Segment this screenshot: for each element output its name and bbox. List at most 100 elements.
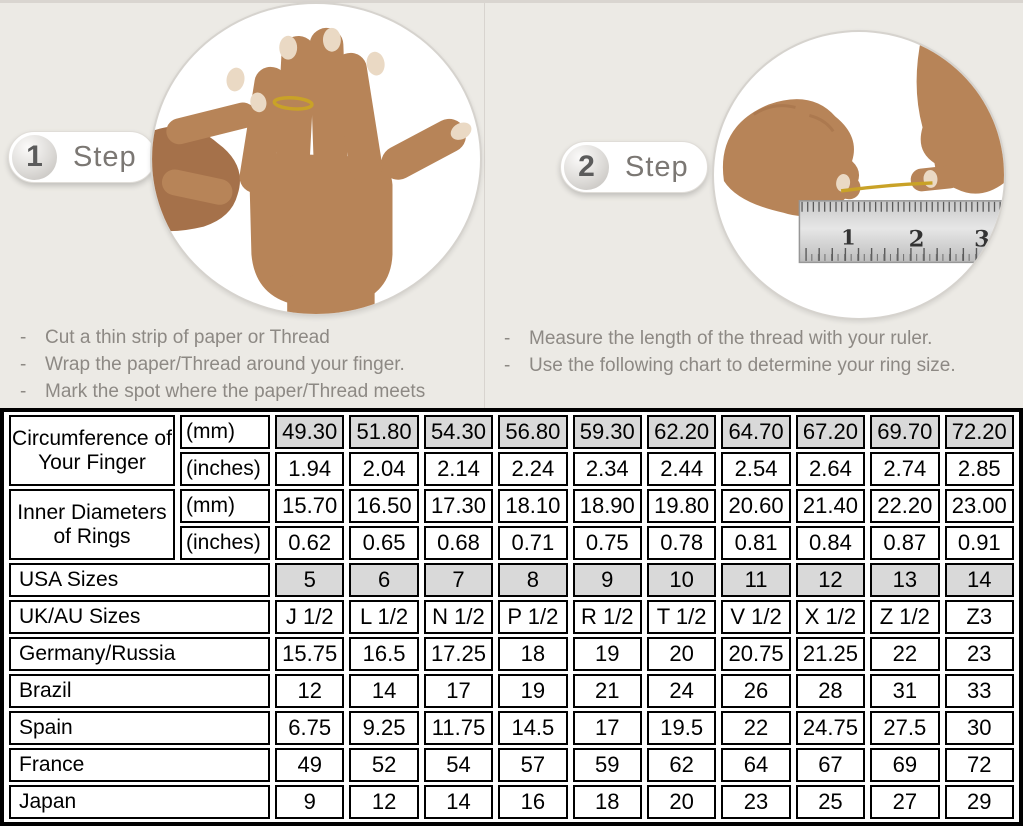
instruction-text: Use the following chart to determine you… [529, 355, 956, 376]
instruction-line: - Wrap the paper/Thread around your fing… [20, 351, 425, 378]
value-cell: 24.75 [795, 711, 866, 745]
value-cell: 20.75 [721, 637, 791, 671]
instruction-text: Mark the spot where the paper/Thread mee… [45, 381, 426, 402]
value-cell: 54.30 [423, 415, 494, 449]
value-cell: 20 [646, 785, 717, 819]
value-cell: 10 [646, 563, 717, 597]
value-cell: 16.50 [349, 489, 419, 523]
table-row: Spain 6.75 9.25 11.75 14.5 17 19.5 22 24.75 27.5 3… [9, 711, 1014, 745]
step-1-instructions: - Cut a thin strip of paper or Thread - … [20, 324, 425, 405]
ring-size-table: Circumference of Your Finger (mm) 49.30 51.… [4, 412, 1019, 822]
step-2-badge: 2 Step [560, 141, 708, 193]
dash-bullet: - [20, 354, 27, 375]
value-cell: 17.25 [423, 637, 494, 671]
gold-ring [272, 96, 314, 111]
value-cell: 64.70 [721, 415, 791, 449]
value-cell: 19.80 [646, 489, 717, 523]
value-cell: 20 [646, 637, 717, 671]
ruler-measure-illustration: 1 2 3 [722, 32, 1004, 264]
value-cell: 21 [572, 674, 642, 708]
value-cell: 15.75 [275, 637, 345, 671]
dash-bullet: - [504, 355, 511, 376]
value-cell: 12 [275, 674, 345, 708]
value-cell: 21.25 [795, 637, 866, 671]
value-cell: 0.87 [870, 526, 940, 560]
value-cell: 0.71 [498, 526, 568, 560]
value-cell: 14.5 [498, 711, 568, 745]
value-cell: X 1/2 [795, 600, 866, 634]
value-cell: 2.74 [870, 452, 940, 486]
value-cell: J 1/2 [275, 600, 345, 634]
value-cell: V 1/2 [721, 600, 791, 634]
table-row: France 49 52 54 57 59 62 64 67 69 72 [9, 748, 1014, 782]
table-row: (inches) 1.94 2.04 2.14 2.24 2.34 2.44 2.54 2.64… [9, 452, 1014, 486]
value-cell: 33 [944, 674, 1014, 708]
value-cell: 2.04 [349, 452, 419, 486]
value-cell: 0.84 [795, 526, 866, 560]
ring-size-chart: Circumference of Your Finger (mm) 49.30 51.… [0, 408, 1023, 826]
value-cell: 0.65 [349, 526, 419, 560]
row-group-label: Inner Diameters of Rings [9, 489, 175, 560]
ring-size-table-body: Circumference of Your Finger (mm) 49.30 51.… [9, 415, 1014, 819]
table-row: Germany/Russia 15.75 16.5 17.25 18 19 20 20.75 2… [9, 637, 1014, 671]
value-cell: 11 [721, 563, 791, 597]
table-row: Circumference of Your Finger (mm) 49.30 51.… [9, 415, 1014, 486]
value-cell: 49 [275, 748, 345, 782]
dash-bullet: - [20, 381, 27, 402]
value-cell: 19 [498, 674, 568, 708]
step-2-number: 2 [564, 144, 609, 190]
step-1-number: 1 [12, 134, 57, 180]
top-border-strip [0, 0, 1023, 3]
value-cell: 27.5 [870, 711, 940, 745]
value-cell: 23 [944, 637, 1014, 671]
value-cell: 62 [646, 748, 717, 782]
value-cell: 49.30 [275, 415, 345, 449]
value-cell: 27 [870, 785, 940, 819]
instruction-line: - Mark the spot where the paper/Thread m… [20, 378, 425, 405]
value-cell: 18.90 [572, 489, 642, 523]
value-cell: 54 [423, 748, 494, 782]
value-cell: 17.30 [423, 489, 494, 523]
table-row: (inches) 0.62 0.65 0.68 0.71 0.75 0.78 0.81 0.84… [9, 526, 1014, 560]
dash-bullet: - [504, 328, 511, 349]
row-label: France [9, 748, 270, 782]
value-cell: 16.5 [349, 637, 419, 671]
hand-with-thread-illustration [152, 27, 472, 314]
value-cell: 67.20 [795, 415, 866, 449]
value-cell: 17 [423, 674, 494, 708]
row-label: Germany/Russia [9, 637, 270, 671]
instruction-text: Cut a thin strip of paper or Thread [45, 327, 330, 348]
svg-text:2: 2 [909, 226, 925, 252]
value-cell: 2.54 [721, 452, 791, 486]
value-cell: 2.44 [646, 452, 717, 486]
table-row: Japan 9 12 14 16 18 20 23 25 27 29 [9, 785, 1014, 819]
value-cell: 9 [275, 785, 345, 819]
row-label: USA Sizes [9, 563, 270, 597]
value-cell: 52 [349, 748, 419, 782]
value-cell: 2.14 [423, 452, 494, 486]
value-cell: 59.30 [572, 415, 642, 449]
value-cell: 5 [275, 563, 345, 597]
step-2-photo-ruler: 1 2 3 [712, 30, 1006, 320]
value-cell: 2.85 [944, 452, 1014, 486]
value-cell: 21.40 [795, 489, 866, 523]
row-label: Brazil [9, 674, 270, 708]
value-cell: 57 [498, 748, 568, 782]
value-cell: 30 [944, 711, 1014, 745]
value-cell: 22 [721, 711, 791, 745]
value-cell: 0.78 [646, 526, 717, 560]
row-label: Spain [9, 711, 270, 745]
value-cell: 14 [423, 785, 494, 819]
instruction-line: - Use the following chart to determine y… [504, 352, 956, 379]
value-cell: 14 [944, 563, 1014, 597]
value-cell: 18.10 [498, 489, 568, 523]
value-cell: 25 [795, 785, 866, 819]
value-cell: 22 [870, 637, 940, 671]
value-cell: 6.75 [275, 711, 345, 745]
svg-text:3: 3 [974, 226, 990, 252]
value-cell: 31 [870, 674, 940, 708]
step-2-instructions: - Measure the length of the thread with … [504, 325, 956, 379]
value-cell: L 1/2 [349, 600, 419, 634]
ruler: 1 2 3 [798, 200, 1004, 264]
value-cell: 12 [349, 785, 419, 819]
